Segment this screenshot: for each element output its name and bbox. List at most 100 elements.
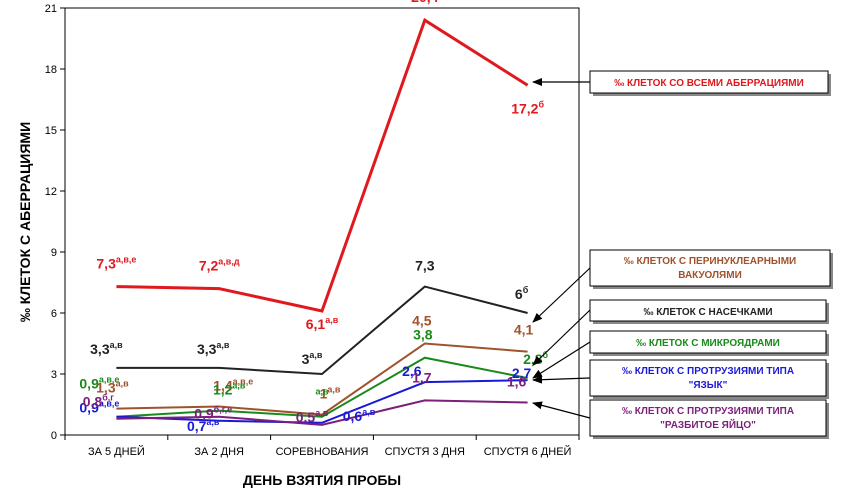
data-label-value: 1,3 <box>96 380 116 396</box>
data-label-superscript: а,в <box>116 379 130 389</box>
data-label: 4,1 <box>514 322 534 338</box>
x-tick-label: СОРЕВНОВАНИЯ <box>276 446 369 458</box>
data-label: 3,3а,в <box>197 340 230 357</box>
legend-entry-label: ‰ КЛЕТОК СО ВСЕМИ АБЕРРАЦИЯМИ <box>614 78 804 89</box>
data-label: 0,6а,в <box>343 407 376 424</box>
data-label-value: 0,8 <box>83 394 103 410</box>
data-label-superscript: б <box>543 350 549 360</box>
data-label: 20,4 <box>411 0 438 5</box>
data-label: 6,1а,в <box>306 315 339 332</box>
data-label-value: 6,1 <box>306 316 326 332</box>
x-axis-title: ДЕНЬ ВЗЯТИЯ ПРОБЫ <box>243 472 401 488</box>
series-line <box>116 399 528 426</box>
data-label-superscript: а,в,е <box>233 377 254 387</box>
data-label-value: 3,3 <box>90 341 110 357</box>
series-line <box>116 356 528 418</box>
data-label: 3,8 <box>413 327 433 343</box>
data-label-superscript: а,в <box>315 387 329 397</box>
legend-arrow <box>532 375 591 384</box>
data-label-value: 3,3 <box>197 341 217 357</box>
data-label-value: 1 <box>320 386 328 402</box>
data-label: 17,2б <box>511 99 544 116</box>
data-label: 0,9а,в,е <box>79 399 119 416</box>
y-tick-label: 18 <box>45 64 57 76</box>
data-label: 2,6 <box>402 363 422 379</box>
data-label-value: 20,4 <box>411 0 438 5</box>
y-tick-label: 9 <box>51 247 57 259</box>
data-label-value: 1,4 <box>213 378 233 394</box>
data-label: 1,3а,в <box>96 379 129 396</box>
series-line <box>116 285 528 376</box>
y-tick-label: 3 <box>51 369 57 381</box>
data-label-value: 4,1 <box>514 322 534 338</box>
data-label: 0,8б,г <box>83 393 115 410</box>
x-tick-label: СПУСТЯ 3 ДНЯ <box>385 446 465 458</box>
y-tick-label: 0 <box>51 430 57 442</box>
data-label-superscript: а,в <box>110 340 124 350</box>
data-label-value: 0,9 <box>79 376 99 392</box>
data-label: 2,7 <box>512 365 532 381</box>
legend-arrow <box>532 309 591 366</box>
data-label-value: 4,5 <box>412 313 432 329</box>
data-label-value: 17,2 <box>511 100 538 116</box>
data-labels: 7,3а,в,е7,2а,в,д6,1а,в20,417,2б1,3а,в1,4… <box>79 0 548 434</box>
data-label: 4,5 <box>412 313 432 329</box>
data-label-superscript: а,в,е <box>99 375 120 385</box>
data-label-superscript: а,в,е <box>99 399 120 409</box>
data-label-superscript: а,в <box>309 350 323 360</box>
data-label: 1,6 <box>507 373 527 389</box>
x-tick-label: ЗА 2 ДНЯ <box>194 446 244 458</box>
legend-entry-label: ‰ КЛЕТОК С ПРОТРУЗИЯМИ ТИПА "РАЗБИТОЕ ЯЙЦ… <box>622 406 794 431</box>
data-label: 3а,в <box>302 350 323 367</box>
series-line <box>116 379 528 424</box>
data-label-superscript: а,в <box>325 315 339 325</box>
data-label-value: 2,7 <box>512 365 532 381</box>
data-label-value: 1,6 <box>507 373 527 389</box>
data-label-superscript: а,в <box>206 417 220 427</box>
data-label-superscript: б,г,е <box>214 405 233 415</box>
data-label-superscript: а,в <box>216 340 230 350</box>
data-label: а,в <box>315 387 329 397</box>
data-label-value: 1,2 <box>213 382 233 398</box>
data-label: 1а,в <box>320 385 341 402</box>
x-tick-label: СПУСТЯ 6 ДНЕЙ <box>484 445 572 458</box>
data-label-superscript: а,в <box>327 385 341 395</box>
data-label-superscript: а,в,е <box>116 255 137 265</box>
data-label-superscript: б <box>523 285 529 295</box>
legend-entry-label: ‰ КЛЕТОК С МИКРОЯДРАМИ <box>636 338 780 349</box>
data-label-value: 0,7 <box>187 418 207 434</box>
data-label-value: 7,2 <box>199 258 219 274</box>
y-tick-label: 6 <box>51 308 57 320</box>
legend-arrow <box>532 341 591 379</box>
data-label-superscript: а,в <box>362 407 376 417</box>
legend-entry-label: ‰ КЛЕТОК С ПРОТРУЗИЯМИ ТИПА "ЯЗЫК" <box>622 366 794 391</box>
legend-box <box>589 249 831 287</box>
legend-arrow <box>532 267 591 323</box>
y-tick-label: 12 <box>45 186 57 198</box>
data-label: 1,4а,в,е <box>213 377 253 394</box>
data-label: 3,3а,в <box>90 340 123 357</box>
series-lines <box>116 17 529 426</box>
data-label-value: 0,5 <box>296 409 316 425</box>
x-tick-label: ЗА 5 ДНЕЙ <box>88 445 145 458</box>
data-label-value: 6 <box>515 286 523 302</box>
data-label-superscript: а,в <box>232 381 246 391</box>
data-label: 7,3а,в,е <box>96 255 136 272</box>
data-label-value: 7,3 <box>415 258 435 274</box>
data-label-value: 0,6 <box>343 408 363 424</box>
data-label: 0,9б,г,е <box>194 405 232 422</box>
legend-entry-label: ‰ КЛЕТОК С НАСЕЧКАМИ <box>643 307 772 318</box>
data-label-superscript: б <box>538 99 544 109</box>
x-axis-ticks: ЗА 5 ДНЕЙ ЗА 2 ДНЯ СОРЕВНОВАНИЯ СПУСТЯ 3 ДН… <box>64 435 580 458</box>
data-label: 1,7 <box>412 369 432 385</box>
series-line <box>116 17 529 313</box>
data-label: 0,5а,в <box>296 408 329 425</box>
data-label-value: 0,9 <box>194 406 214 422</box>
data-label-superscript: б,г <box>102 393 114 403</box>
data-label-superscript: а,в <box>315 408 329 418</box>
data-label-value: 3,8 <box>413 327 433 343</box>
y-axis-ticks: 0 3 6 9 12 15 18 21 <box>45 3 65 442</box>
y-axis-title: ‰ КЛЕТОК С АБЕРРАЦИЯМИ <box>17 122 33 322</box>
data-label: 7,3 <box>415 258 435 274</box>
